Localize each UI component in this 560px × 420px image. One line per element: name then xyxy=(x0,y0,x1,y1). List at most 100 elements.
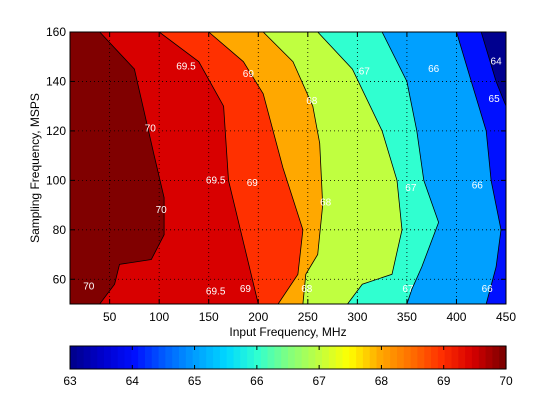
colorbar-segment xyxy=(478,346,487,369)
colorbar-segment xyxy=(349,346,357,369)
colorbar-segment xyxy=(83,346,92,369)
colorbar-segment xyxy=(151,346,160,369)
colorbar-segment xyxy=(247,346,255,369)
y-tick-label: 160 xyxy=(46,25,66,39)
x-tick-label: 50 xyxy=(103,310,117,324)
contour-label: 70 xyxy=(83,282,95,293)
contour-label: 68 xyxy=(306,96,318,107)
contour-label: 66 xyxy=(472,180,484,191)
colorbar-segment xyxy=(192,346,201,369)
colorbar-segment xyxy=(206,346,214,369)
colorbar-segment xyxy=(233,346,241,369)
colorbar-segment xyxy=(437,346,446,369)
colorbar-segment xyxy=(458,346,466,369)
colorbar-segment xyxy=(451,346,459,369)
colorbar-segment xyxy=(104,346,112,369)
y-axis-ticks: 60 80 100 120 140 160 xyxy=(46,25,506,286)
colorbar-segment xyxy=(253,346,262,369)
colorbar-segment xyxy=(199,346,207,369)
colorbar-segment xyxy=(403,346,412,369)
colorbar-segment xyxy=(397,346,405,369)
colorbar-segment xyxy=(390,346,398,369)
contour-label: 70 xyxy=(145,123,157,134)
contour-labels: 70 70 70 69.5 69.5 69.5 69 69 69 68 68 68 67 67 67 66 66… xyxy=(83,57,502,298)
colorbar-segment xyxy=(444,346,453,369)
y-tick-label: 120 xyxy=(46,124,66,138)
colorbar-segment xyxy=(240,346,248,369)
contour-label: 65 xyxy=(489,94,501,105)
colorbar-segment xyxy=(267,346,275,369)
colorbar-segment xyxy=(471,346,480,369)
colorbar-tick-label: 68 xyxy=(375,374,389,388)
colorbar-segment xyxy=(369,346,378,369)
colorbar-segment xyxy=(179,346,187,369)
contour-label: 67 xyxy=(405,183,417,194)
colorbar-segment xyxy=(499,346,507,369)
colorbar-segment xyxy=(424,346,432,369)
colorbar-segment xyxy=(362,346,371,369)
contour-label: 69.5 xyxy=(206,175,226,186)
x-tick-label: 450 xyxy=(496,310,516,324)
x-tick-label: 200 xyxy=(248,310,268,324)
colorbar-segment xyxy=(131,346,139,369)
colorbar-segment xyxy=(213,346,221,369)
colorbar-tick-label: 63 xyxy=(63,374,77,388)
colorbar-segment xyxy=(260,346,269,369)
contour-label: 70 xyxy=(156,205,168,216)
colorbar-segment xyxy=(322,346,330,369)
colorbar-segment xyxy=(335,346,344,369)
colorbar-segment xyxy=(465,346,473,369)
x-tick-label: 100 xyxy=(149,310,169,324)
colorbar-ticks: 63 64 65 66 67 68 69 70 xyxy=(63,346,513,388)
colorbar-tick-label: 67 xyxy=(312,374,326,388)
x-tick-label: 400 xyxy=(446,310,466,324)
colorbar-segment xyxy=(144,346,153,369)
y-axis-label: Sampling Frequency, MSPS xyxy=(28,93,42,243)
plot-area xyxy=(70,32,506,304)
colorbar-segment xyxy=(138,346,146,369)
colorbar-segment xyxy=(301,346,310,369)
y-tick-label: 140 xyxy=(46,74,66,88)
x-tick-label: 150 xyxy=(199,310,219,324)
contour-label: 67 xyxy=(359,67,371,78)
y-tick-label: 100 xyxy=(46,173,66,187)
colorbar-segment xyxy=(431,346,439,369)
colorbar-tick-label: 69 xyxy=(437,374,451,388)
contour-label: 69.5 xyxy=(206,287,226,298)
x-axis-label: Input Frequency, MHz xyxy=(229,325,346,339)
contour-label: 66 xyxy=(482,284,494,295)
x-tick-label: 300 xyxy=(347,310,367,324)
colorbar-segment xyxy=(158,346,166,369)
colorbar-segment xyxy=(97,346,105,369)
x-tick-label: 250 xyxy=(298,310,318,324)
contour-label: 66 xyxy=(428,64,440,75)
colorbar-segment xyxy=(383,346,391,369)
colorbar-frame xyxy=(69,345,507,370)
colorbar xyxy=(70,346,507,369)
colorbar-segment xyxy=(274,346,282,369)
colorbar-segment xyxy=(226,346,235,369)
contour-region-70 xyxy=(70,32,165,304)
contour-label: 64 xyxy=(491,57,503,68)
colorbar-segment xyxy=(485,346,493,369)
colorbar-segment xyxy=(90,346,98,369)
colorbar-segment xyxy=(410,346,419,369)
colorbar-segment xyxy=(288,346,296,369)
contour-label: 69 xyxy=(240,284,252,295)
colorbar-segment xyxy=(70,346,78,369)
colorbar-segment xyxy=(172,346,180,369)
contour-label: 68 xyxy=(301,284,313,295)
colorbar-segment xyxy=(328,346,337,369)
colorbar-segment xyxy=(342,346,350,369)
x-axis-ticks: 50 100 150 200 250 300 350 400 450 xyxy=(103,32,516,324)
colorbar-tick-label: 66 xyxy=(250,374,264,388)
colorbar-tick-label: 64 xyxy=(126,374,140,388)
colorbar-segment xyxy=(294,346,303,369)
colorbar-segment xyxy=(117,346,126,369)
colorbar-tick-label: 65 xyxy=(188,374,202,388)
colorbar-tick-label: 70 xyxy=(499,374,513,388)
colorbar-segment xyxy=(417,346,425,369)
y-tick-label: 80 xyxy=(53,223,67,237)
colorbar-segment xyxy=(110,346,119,369)
